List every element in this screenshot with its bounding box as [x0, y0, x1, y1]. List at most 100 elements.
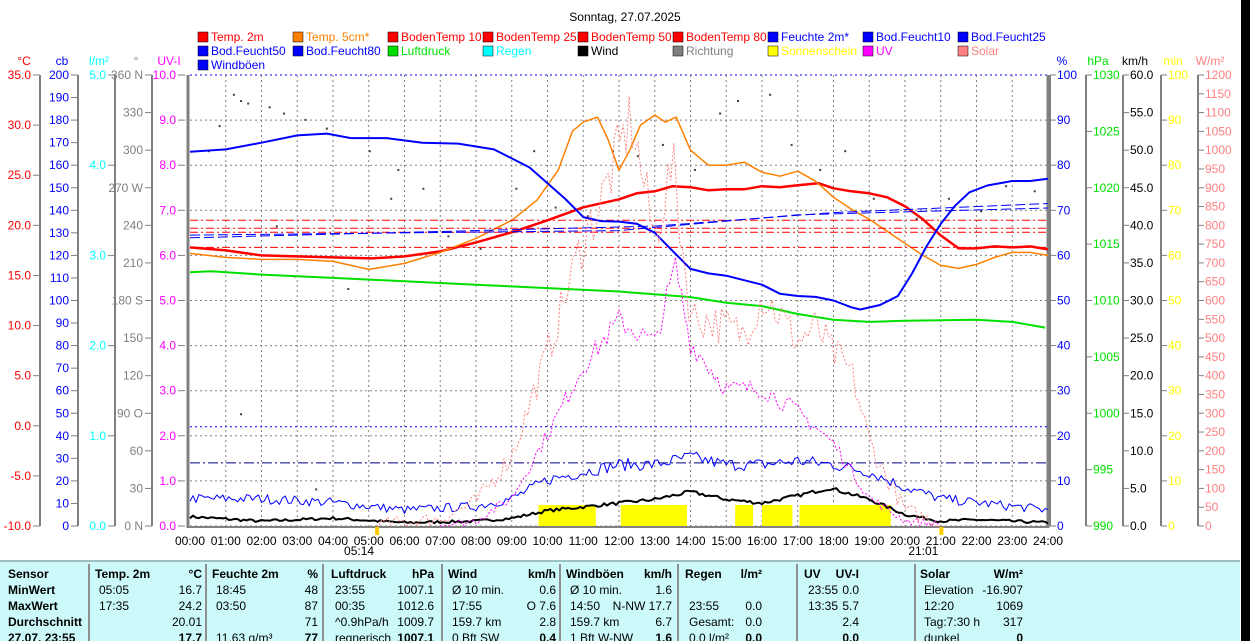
series-uv — [440, 256, 942, 527]
axis-tick-label: 120 — [49, 248, 69, 262]
axis-tick-label: 250 — [1205, 425, 1225, 439]
axis-tick-label: 160 — [49, 158, 69, 172]
wind-direction-dot — [247, 102, 250, 105]
wind-direction-dot — [736, 100, 739, 103]
series-bod-feucht25 — [189, 203, 1049, 239]
column-unit: km/h — [527, 567, 556, 581]
column-header: Luftdruck — [331, 567, 387, 581]
cell-value: 87 — [304, 599, 318, 613]
axis-tick-label: 6.0 — [159, 248, 176, 262]
legend-swatch — [292, 45, 304, 57]
wind-direction-dot — [515, 187, 518, 190]
axis-tick-label: 30 — [1057, 384, 1071, 398]
axis-tick-label: 2.0 — [89, 339, 106, 353]
wind-direction-dot — [694, 168, 697, 171]
axis-tick-label: 130 — [49, 226, 69, 240]
axis-tick-label: 80 — [1168, 158, 1182, 172]
wind-direction-dot — [232, 93, 235, 96]
axis-tick-label: 1010 — [1093, 294, 1120, 308]
legend-label: BodenTemp 50 — [591, 30, 672, 44]
series-temp-5cm- — [189, 114, 1049, 271]
column-unit: l/m² — [740, 567, 762, 581]
wind-direction-dot — [980, 210, 983, 213]
axis-tick-label: 30 — [56, 451, 70, 465]
cell-value: N-NW 17.7 — [612, 599, 672, 613]
wind-direction-dot — [661, 143, 664, 146]
axis-tick-label: 1020 — [1093, 181, 1120, 195]
axis-tick-label: 750 — [1205, 237, 1225, 251]
column-separator — [205, 564, 207, 641]
legend-swatch — [957, 45, 969, 57]
axis-tick-label: 190 — [49, 91, 69, 105]
cell-value: 2.4 — [842, 615, 859, 629]
wind-direction-dot — [368, 150, 371, 153]
column-header: UV — [804, 567, 821, 581]
axis-tick-label: 0.0 — [1130, 519, 1147, 533]
column-header: Regen — [685, 567, 722, 581]
column-separator — [322, 564, 324, 641]
column-header: Temp. 2m — [95, 567, 151, 581]
cell-label: 159.7 km — [570, 615, 620, 629]
series-wind — [189, 487, 1049, 525]
column-separator — [441, 564, 443, 641]
legend-swatch — [292, 31, 304, 43]
sunshine-bar — [762, 505, 793, 526]
axis-tick-label: 0.0 — [14, 419, 31, 433]
axis-tick-label: 4.0 — [89, 158, 106, 172]
legend-swatch — [197, 59, 209, 71]
axis-tick-label: 40.0 — [1130, 218, 1154, 232]
axis-tick-label: 170 — [49, 136, 69, 150]
axis-tick-label: 180 S — [112, 294, 143, 308]
cell-value: 1.6 — [655, 631, 672, 641]
cell-label: Tag:7:30 h — [924, 615, 981, 629]
axis-tick-label: 90 O — [117, 406, 143, 420]
cell-value: 20.01 — [171, 615, 202, 629]
wind-direction-dot — [240, 413, 243, 416]
x-tick-label: 08:00 — [461, 534, 491, 548]
series-feuchte-2m- — [189, 132, 1049, 311]
cell-value: 77 — [304, 631, 318, 641]
axis-tick-label: 1015 — [1093, 237, 1120, 251]
axis-tick-label: 20 — [1057, 429, 1071, 443]
x-tick-label: 17:00 — [783, 534, 813, 548]
axis-tick-label: 10 — [56, 496, 70, 510]
cell-value: 1007.1 — [397, 631, 434, 641]
x-tick-label: 02:00 — [246, 534, 276, 548]
wind-direction-dot — [915, 217, 918, 220]
legend-swatch — [767, 45, 779, 57]
cell-value: 24.2 — [178, 599, 202, 613]
axis-tick-label: 3.0 — [89, 248, 106, 262]
cell-value: 1007.1 — [397, 583, 434, 597]
cell-label: 14:50 — [570, 599, 601, 613]
x-tick-label: 23:00 — [997, 534, 1027, 548]
column-unit: km/h — [643, 567, 672, 581]
axis-tick-label: 180 — [49, 113, 69, 127]
wind-direction-dot — [769, 93, 772, 96]
cell-label: dunkel — [924, 631, 960, 641]
axis-tick-label: 5.0 — [89, 68, 106, 82]
x-tick-label: 09:00 — [497, 534, 527, 548]
legend-label: BodenTemp 80 — [686, 30, 767, 44]
axis-tick-label: 8.0 — [159, 158, 176, 172]
axis-unit-left: °C — [17, 54, 31, 68]
cell-label: 17:35 — [99, 599, 130, 613]
legend-label: Windböen — [211, 58, 265, 72]
axis-unit-right: W/m² — [1196, 54, 1225, 68]
axis-tick-label: 50 — [1168, 294, 1182, 308]
legend-swatch — [482, 31, 494, 43]
legend-swatch — [862, 31, 874, 43]
cell-value: 0.6 — [539, 583, 556, 597]
wind-direction-dot — [325, 127, 328, 130]
axis-tick-label: 60 — [1168, 248, 1182, 262]
axis-tick-label: 60 — [1057, 248, 1071, 262]
axis-tick-label: 5.0 — [14, 369, 31, 383]
axis-unit-left: cb — [56, 54, 69, 68]
sunshine-bar — [735, 505, 754, 526]
axis-tick-label: 200 — [49, 68, 69, 82]
x-tick-label: 05:00 — [354, 534, 384, 548]
cell-value: 16.7 — [178, 583, 202, 597]
cell-label: ^0.9hPa/h — [335, 615, 389, 629]
x-tick-label: 14:00 — [675, 534, 705, 548]
axis-tick-label: 270 W — [108, 181, 143, 195]
axis-tick-label: 400 — [1205, 369, 1225, 383]
